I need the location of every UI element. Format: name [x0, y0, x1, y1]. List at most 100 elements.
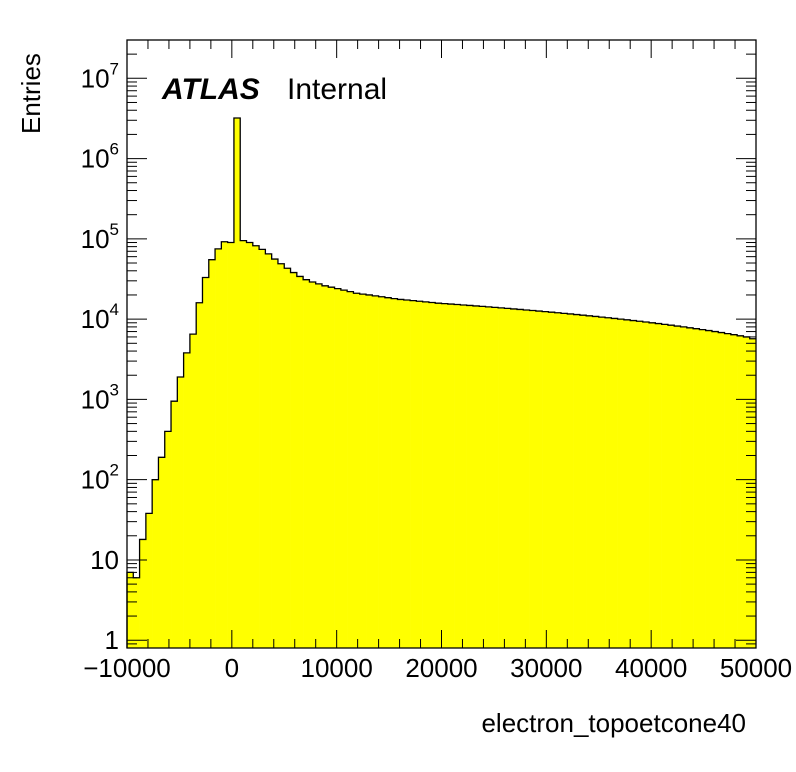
histogram-bar	[686, 327, 694, 648]
y-tick-label: 1	[105, 625, 119, 655]
histogram-bar	[240, 240, 247, 648]
histogram-bar	[372, 295, 379, 648]
histogram-bar	[548, 312, 556, 648]
histogram-bars	[127, 118, 757, 649]
histogram-bar	[391, 298, 398, 648]
histogram-bar	[561, 313, 568, 648]
histogram-bar	[246, 242, 254, 648]
y-tick-label: 105	[81, 220, 119, 254]
y-tick-label: 107	[81, 59, 119, 93]
histogram-bar	[554, 312, 562, 648]
histogram-bar	[630, 320, 637, 648]
histogram-bar	[233, 118, 241, 649]
x-tick-label: 40000	[615, 653, 687, 683]
histogram-bar	[139, 539, 147, 648]
histogram-bar	[340, 290, 348, 648]
histogram-bar	[410, 300, 417, 648]
histogram-bar	[623, 319, 631, 648]
histogram-bar	[693, 328, 700, 648]
histogram-bar	[315, 283, 323, 648]
histogram-bar	[479, 306, 486, 648]
histogram-bar	[586, 315, 593, 648]
histogram-bar	[510, 308, 518, 648]
histogram-bar	[183, 352, 191, 648]
histogram-bar	[642, 322, 650, 648]
histogram-bar	[133, 577, 140, 648]
histogram-bar	[472, 305, 480, 648]
histogram-bar	[290, 272, 298, 648]
histogram-bar	[416, 301, 423, 648]
histogram-bar	[573, 314, 581, 648]
histogram-bar	[441, 303, 449, 648]
histogram-bar	[397, 299, 405, 648]
histogram-bar	[303, 279, 310, 648]
histogram-bar	[177, 377, 184, 648]
histogram-bar	[485, 306, 493, 648]
histogram-bar	[711, 331, 719, 648]
histogram-bar	[265, 253, 272, 648]
histogram-bar	[655, 323, 662, 648]
x-tick-label: −10000	[83, 653, 170, 683]
histogram-bar	[428, 302, 436, 648]
histogram-bar	[680, 326, 688, 648]
histogram-bar	[277, 263, 285, 648]
histogram-bar	[749, 338, 757, 648]
histogram-bar	[334, 288, 342, 648]
y-tick-label: 106	[81, 140, 119, 174]
histogram-bar	[359, 294, 367, 648]
axis-ticks	[126, 39, 757, 649]
histogram-bar	[542, 311, 549, 648]
histogram-bar	[215, 248, 222, 648]
y-tick-label: 104	[81, 300, 119, 334]
y-tick-label: 103	[81, 380, 119, 414]
histogram-bar	[460, 304, 467, 648]
histogram-bar	[523, 309, 530, 648]
histogram-bar	[284, 268, 291, 648]
histogram-bar	[259, 249, 266, 648]
histogram-bar	[737, 335, 744, 648]
histogram-bar	[611, 318, 618, 648]
histogram-bar	[152, 479, 159, 648]
histogram-bar	[202, 277, 210, 648]
histogram-bar	[491, 307, 499, 648]
histogram-bar	[661, 324, 669, 648]
histogram-bar	[649, 322, 656, 648]
histogram-bar	[447, 304, 455, 648]
histogram-bar	[296, 276, 304, 648]
histogram-bar	[221, 241, 228, 649]
y-axis-title: Entries	[16, 53, 46, 134]
histogram-bar	[466, 305, 474, 648]
histogram-bar	[252, 245, 260, 648]
histogram-bar	[145, 513, 153, 648]
histogram-bar	[353, 293, 361, 648]
histogram-bar	[208, 259, 216, 648]
x-axis-title: electron_topoetcone40	[481, 708, 746, 738]
histogram-bar	[718, 332, 725, 648]
histogram-bar	[366, 294, 373, 648]
histogram-bar	[705, 330, 713, 648]
histogram-bar	[435, 303, 442, 648]
histogram-bar	[164, 431, 172, 648]
histogram-outline	[126, 117, 756, 648]
histogram-bar	[321, 285, 329, 648]
histogram-bar	[196, 302, 203, 648]
histogram-bar	[378, 296, 386, 648]
atlas-label: ATLAS	[161, 73, 260, 106]
x-tick-label: 0	[225, 653, 239, 683]
plot-frame	[126, 39, 757, 649]
histogram-bar	[667, 325, 675, 648]
histogram-bar	[403, 300, 411, 648]
histogram-bar	[347, 291, 354, 648]
histogram-bar	[384, 297, 392, 648]
histogram-bar	[309, 282, 316, 648]
x-tick-label: 30000	[510, 653, 582, 683]
histogram-bar	[730, 334, 738, 648]
y-tick-label: 10	[90, 545, 119, 575]
x-tick-labels: −10000 0 10000 20000 30000 40000 50000	[83, 653, 792, 683]
histogram-bar	[127, 572, 134, 648]
histogram-bar	[422, 301, 430, 648]
histogram-bar	[592, 316, 600, 648]
histogram-bar	[579, 315, 587, 648]
histogram-bar	[504, 308, 511, 648]
histogram-bar	[724, 333, 732, 648]
